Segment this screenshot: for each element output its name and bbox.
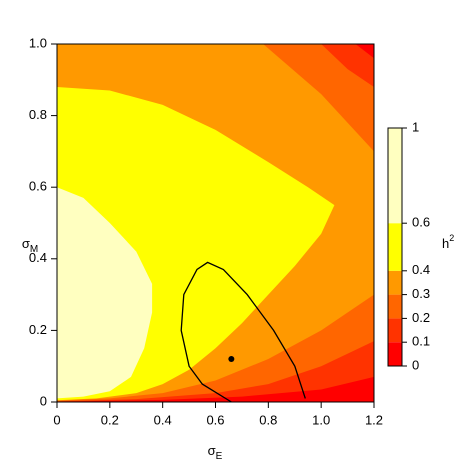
y-label-symbol: σ — [22, 236, 30, 251]
colorbar-segment — [388, 342, 402, 366]
contour-region — [57, 187, 153, 399]
colorbar-tick-label: 0.4 — [412, 262, 430, 277]
colorbar-segment — [388, 318, 402, 343]
y-tick-label: 0 — [40, 393, 47, 408]
x-tick-label: 0.8 — [259, 412, 277, 427]
colorbar-frame — [387, 127, 403, 367]
x-tick-label: 1.2 — [365, 412, 383, 427]
y-tick-label: 0.6 — [29, 179, 47, 194]
x-tick-label: 0 — [53, 412, 60, 427]
colorbar-tick-label: 0 — [412, 357, 419, 372]
colorbar-symbol: h — [442, 236, 449, 251]
colorbar-tick-label: 0.3 — [412, 286, 430, 301]
colorbar-segment — [388, 223, 402, 271]
y-tick-label: 0.2 — [29, 322, 47, 337]
contour-line — [180, 261, 306, 403]
y-label-subscript: M — [30, 244, 38, 255]
colorbar-segment — [388, 270, 402, 295]
x-tick-label: 0.6 — [206, 412, 224, 427]
x-axis-label: σE — [208, 443, 223, 461]
y-tick-label: 1.0 — [29, 35, 47, 50]
y-axis-label: σM — [22, 236, 38, 254]
colorbar-tick-label: 1 — [412, 119, 419, 134]
colorbar-title: h2 — [442, 233, 454, 251]
colorbar-superscript: 2 — [449, 233, 454, 243]
colorbar-tick-label: 0.1 — [412, 334, 430, 349]
x-label-symbol: σ — [208, 443, 216, 458]
y-tick-label: 0.8 — [29, 107, 47, 122]
estimate-point — [228, 356, 235, 363]
colorbar-segment — [388, 128, 402, 224]
colorbar-tick-label: 0.6 — [412, 215, 430, 230]
colorbar-tick-label: 0.2 — [412, 310, 430, 325]
x-tick-label: 1.0 — [312, 412, 330, 427]
x-tick-label: 0.2 — [101, 412, 119, 427]
y-tick-label: 0.4 — [29, 250, 47, 265]
x-tick-label: 0.4 — [154, 412, 172, 427]
x-label-subscript: E — [216, 451, 223, 462]
colorbar-segment — [388, 294, 402, 319]
